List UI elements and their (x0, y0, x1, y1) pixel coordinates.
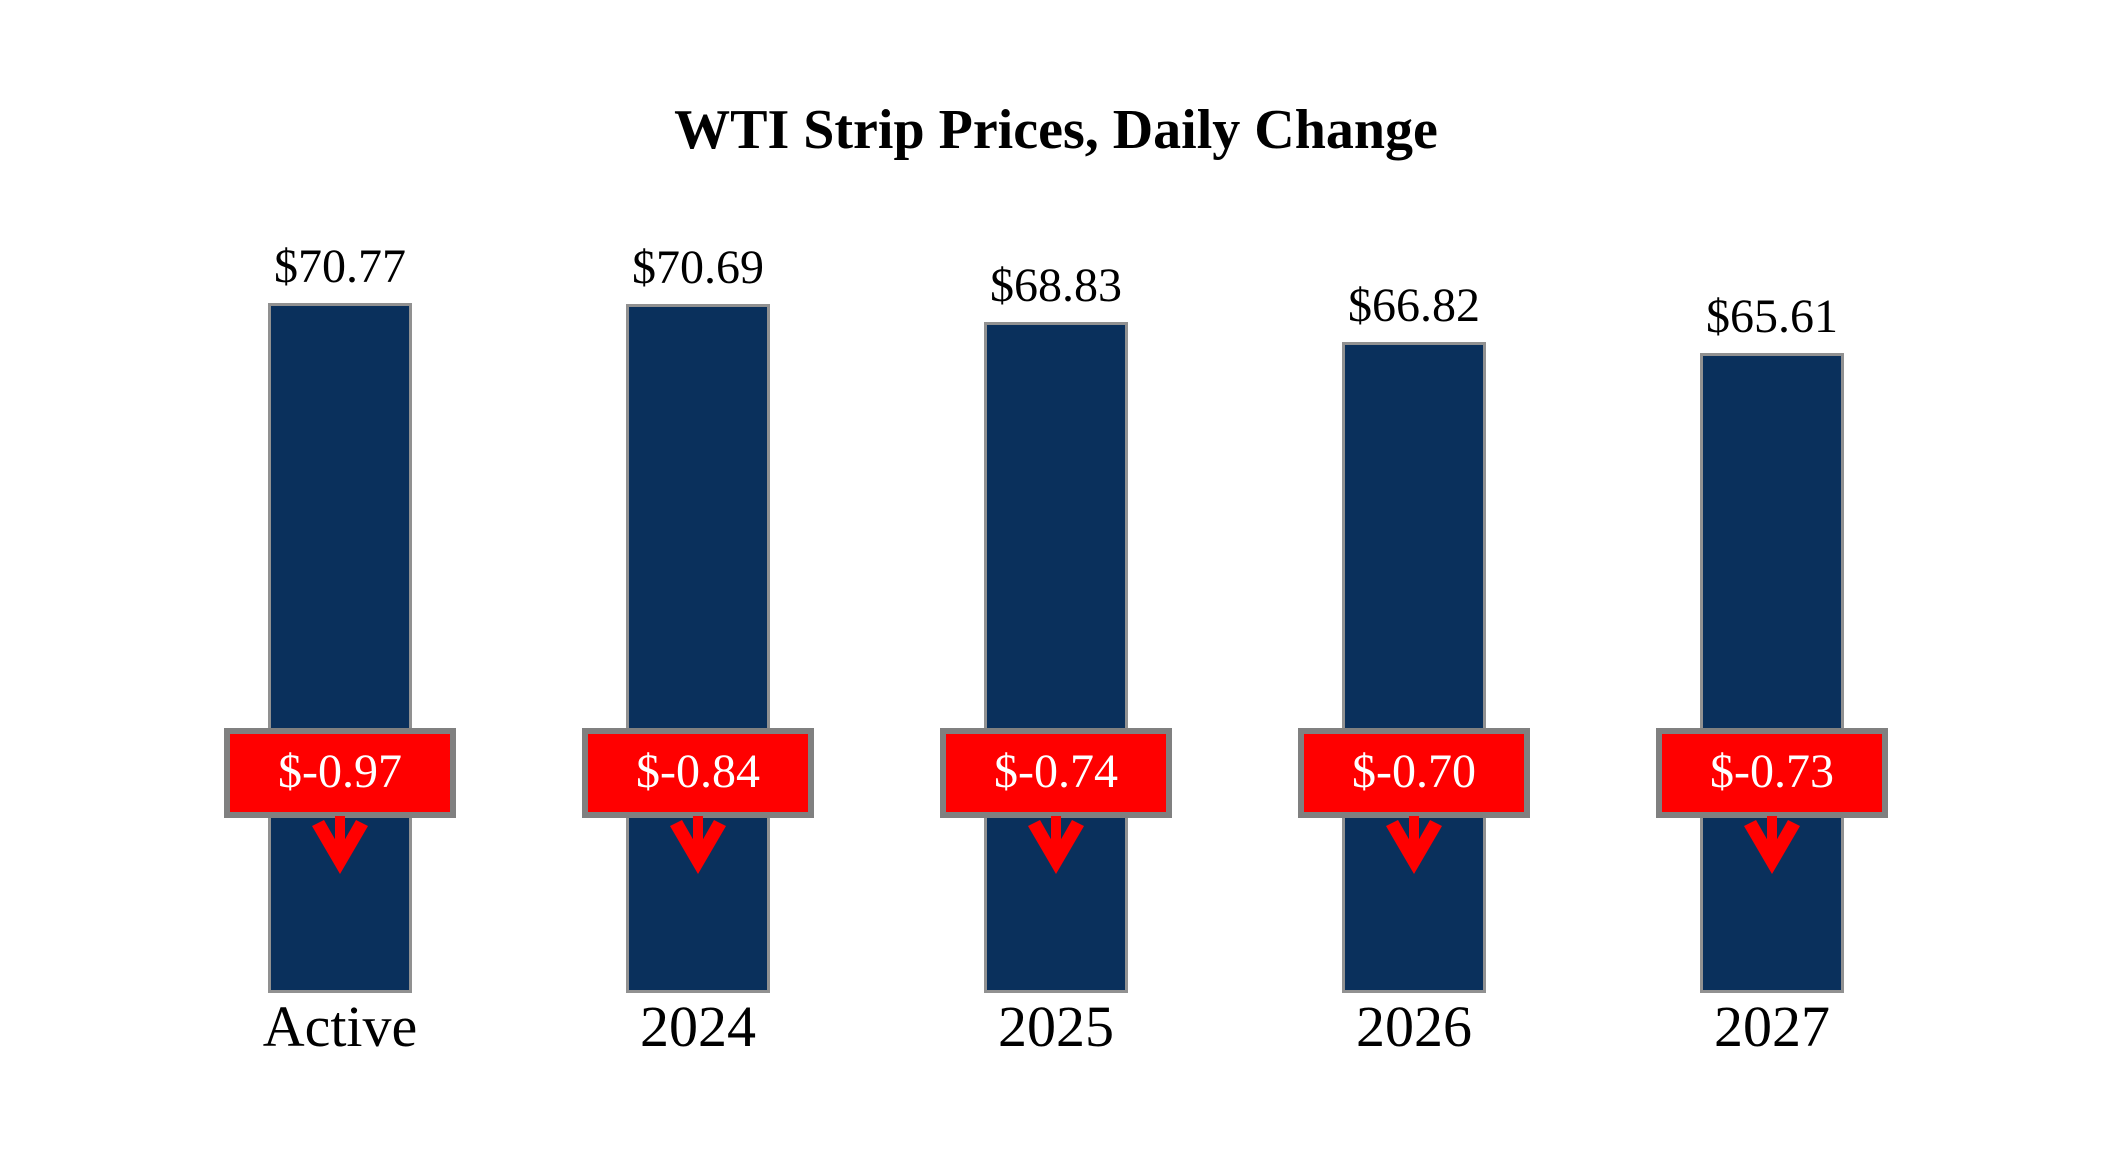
price-bar (268, 303, 412, 993)
change-label: $-0.70 (1352, 745, 1476, 798)
price-bar (1342, 342, 1486, 993)
category-label: 2025 (998, 994, 1114, 1059)
change-label: $-0.84 (636, 745, 760, 798)
price-bar (984, 322, 1128, 993)
change-label-box: $-0.73 (1656, 728, 1888, 818)
change-label-box: $-0.70 (1298, 728, 1530, 818)
category-label: 2024 (640, 994, 756, 1059)
price-label: $65.61 (1706, 290, 1838, 343)
down-arrow-icon (1386, 816, 1442, 874)
price-bar (626, 304, 770, 993)
change-label: $-0.73 (1710, 745, 1834, 798)
price-label: $68.83 (990, 259, 1122, 312)
price-label: $66.82 (1348, 279, 1480, 332)
change-label: $-0.74 (994, 745, 1118, 798)
change-label-box: $-0.74 (940, 728, 1172, 818)
price-label: $70.77 (274, 240, 406, 293)
change-label-box: $-0.84 (582, 728, 814, 818)
price-bar (1700, 353, 1844, 993)
down-arrow-icon (1028, 816, 1084, 874)
category-label: 2027 (1714, 994, 1830, 1059)
chart-title: WTI Strip Prices, Daily Change (674, 99, 1438, 161)
change-label-box: $-0.97 (224, 728, 456, 818)
down-arrow-icon (1744, 816, 1800, 874)
down-arrow-icon (312, 816, 368, 874)
category-label: Active (262, 994, 418, 1059)
down-arrow-icon (670, 816, 726, 874)
price-label: $70.69 (632, 241, 764, 294)
category-label: 2026 (1356, 994, 1472, 1059)
change-label: $-0.97 (278, 745, 402, 798)
